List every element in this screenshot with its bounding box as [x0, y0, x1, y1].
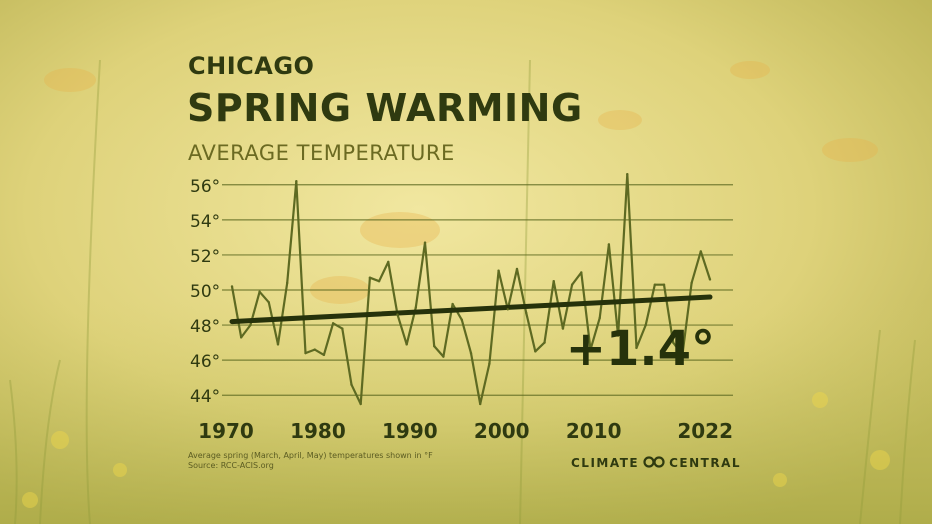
data-point — [524, 311, 528, 314]
data-point — [460, 318, 464, 322]
warming-annotation: +1.4° — [566, 321, 715, 377]
brand-right-word: CENTRAL — [669, 456, 742, 470]
y-axis: 44° 46° 48° 50° 52° 54° 56° — [190, 177, 220, 407]
chart-grid — [222, 184, 733, 396]
x-tick-label: 1990 — [382, 419, 438, 443]
data-point — [626, 173, 629, 176]
x-tick-label: 2010 — [566, 419, 622, 443]
y-tick-label: 44° — [190, 387, 220, 407]
trend-line — [229, 294, 713, 325]
data-point — [442, 355, 445, 358]
data-point — [451, 302, 454, 306]
data-point — [497, 269, 500, 272]
x-tick-label: 1980 — [290, 419, 346, 443]
data-point — [552, 280, 555, 283]
data-point — [304, 351, 307, 355]
y-tick-label: 52° — [190, 247, 220, 267]
data-point — [230, 285, 234, 288]
x-tick-label: 1970 — [198, 419, 254, 443]
y-tick-label: 56° — [190, 177, 220, 197]
y-tick-label: 50° — [190, 282, 220, 302]
data-point — [653, 283, 657, 286]
data-point — [267, 301, 270, 304]
data-point — [313, 348, 316, 351]
data-point — [249, 323, 252, 327]
x-tick-label: 2022 — [677, 419, 733, 443]
y-tick-label: 54° — [190, 212, 220, 232]
data-point — [561, 327, 565, 330]
data-point — [331, 322, 335, 325]
data-point — [589, 348, 592, 351]
data-point — [396, 313, 399, 316]
y-tick-label: 46° — [190, 352, 220, 372]
data-point — [258, 290, 261, 293]
data-point — [433, 344, 436, 348]
data-point — [570, 283, 574, 286]
data-point — [699, 250, 703, 253]
x-tick-label: 2000 — [474, 419, 530, 443]
data-point — [681, 353, 684, 357]
data-point — [423, 241, 427, 244]
data-point — [488, 362, 491, 365]
brand-logo: CLIMATE CENTRAL — [571, 456, 741, 471]
data-point — [350, 383, 353, 386]
data-point — [469, 351, 473, 355]
footnote-description: Average spring (March, April, May) tempe… — [188, 451, 433, 460]
data-point — [690, 281, 693, 285]
chart-subtitle: AVERAGE TEMPERATURE — [188, 141, 455, 165]
data-point — [534, 350, 537, 353]
data-point — [276, 343, 280, 346]
data-point — [580, 271, 583, 274]
x-axis: 1970 1980 1990 2000 2010 2022 — [198, 419, 733, 443]
data-point — [387, 260, 390, 264]
data-point — [515, 267, 519, 271]
data-point — [285, 281, 289, 285]
data-point — [635, 346, 638, 350]
footnote-source: Source: RCC-ACIS.org — [188, 461, 274, 470]
data-point — [543, 341, 546, 344]
data-point — [708, 278, 712, 281]
data-points — [230, 173, 712, 406]
data-point — [414, 306, 418, 309]
data-point — [478, 402, 482, 406]
data-point — [598, 316, 601, 320]
data-point — [644, 323, 647, 327]
data-point — [377, 280, 381, 283]
city-label: CHICAGO — [188, 52, 315, 80]
data-point — [616, 334, 620, 337]
data-point — [239, 336, 243, 339]
data-point — [341, 327, 344, 330]
data-point — [405, 343, 408, 346]
data-point — [607, 243, 611, 246]
data-point — [359, 402, 362, 406]
data-point — [672, 341, 675, 344]
y-tick-label: 48° — [190, 317, 220, 337]
data-point — [295, 180, 298, 183]
data-point — [322, 353, 326, 357]
page-title: SPRING WARMING — [187, 86, 583, 130]
data-point — [368, 276, 372, 279]
infinity-logo-icon — [643, 456, 665, 471]
data-point — [662, 283, 666, 286]
data-point — [506, 308, 509, 311]
brand-left-word: CLIMATE — [571, 456, 640, 470]
